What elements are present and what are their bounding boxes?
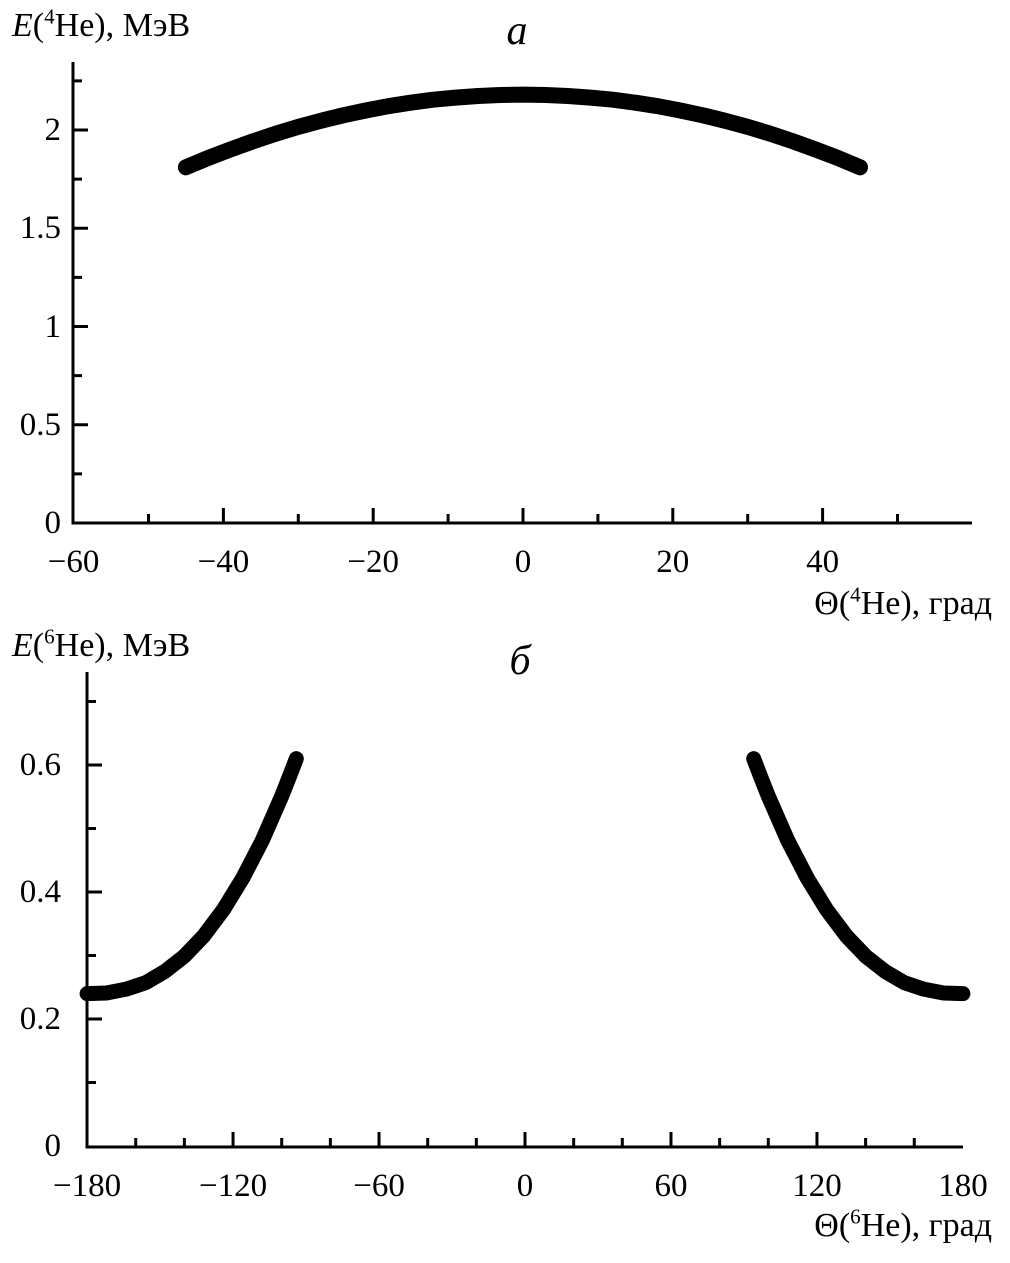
paren: ( — [32, 627, 45, 664]
plot-a-title: a — [506, 8, 528, 54]
unit-text: He), град — [860, 1207, 992, 1244]
energy-symbol: E — [12, 7, 33, 44]
plot-b-title: б — [509, 638, 531, 684]
plot-a-axes — [71, 62, 972, 525]
paren: ( — [32, 7, 45, 44]
mass-number: 4 — [44, 4, 55, 29]
mass-number: 4 — [850, 582, 861, 607]
paren: ( — [838, 1207, 851, 1244]
unit-text: He), МэВ — [54, 627, 191, 664]
mass-number: 6 — [44, 624, 55, 649]
unit-text: He), МэВ — [54, 7, 191, 44]
kinematic-curve — [177, 86, 868, 176]
theta-symbol: Θ — [814, 1207, 839, 1244]
energy-symbol: E — [12, 627, 33, 664]
plot-a-energy-axis-label: E(4He), МэВ — [12, 6, 190, 46]
theta-symbol: Θ — [814, 585, 839, 622]
kinematic-curve — [746, 751, 971, 1002]
plot-a-angle-axis-label: Θ(4He), град — [814, 584, 992, 624]
mass-number: 6 — [850, 1204, 861, 1229]
kinematic-curve — [79, 751, 304, 1002]
plot-b-angle-axis-label: Θ(6He), град — [814, 1206, 992, 1246]
unit-text: He), град — [860, 585, 992, 622]
paren: ( — [838, 585, 851, 622]
plot-b-energy-axis-label: E(6He), МэВ — [12, 626, 190, 666]
